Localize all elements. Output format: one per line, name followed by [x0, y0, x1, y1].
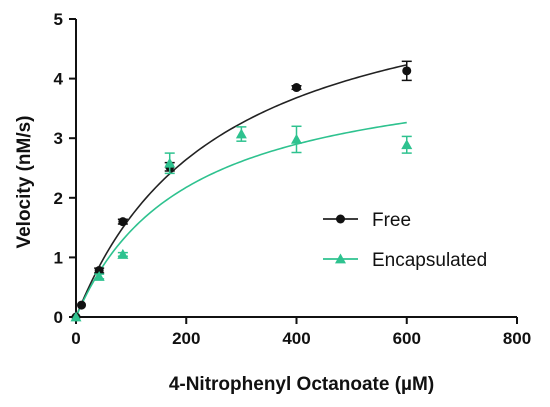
y-axis-title: Velocity (nM/s)	[14, 115, 35, 248]
x-tick-label: 800	[503, 329, 531, 348]
x-tick-label: 0	[71, 329, 80, 348]
x-tick-label: 400	[282, 329, 310, 348]
data-point-encapsulated	[235, 128, 247, 139]
y-tick-label: 3	[54, 129, 63, 148]
data-point-encapsulated	[70, 311, 82, 322]
legend-label-encapsulated: Encapsulated	[372, 250, 487, 271]
data-point-free	[77, 300, 87, 310]
legend: Free Encapsulated	[323, 210, 487, 271]
x-tick-label: 200	[172, 329, 200, 348]
y-tick-label: 5	[54, 10, 63, 29]
data-point-free	[402, 66, 412, 76]
data-points	[70, 60, 413, 322]
data-point-encapsulated	[401, 139, 413, 150]
y-tick-label: 2	[54, 189, 63, 208]
axes: 0 200 400 600 800 0 1 2 3 4 5	[54, 10, 532, 348]
data-point-encapsulated	[93, 270, 105, 281]
fit-curve-free	[75, 64, 407, 318]
y-tick-label: 0	[54, 308, 63, 327]
legend-label-free: Free	[372, 210, 411, 231]
fit-curves	[75, 64, 407, 318]
x-tick-label: 600	[393, 329, 421, 348]
legend-marker-free	[336, 214, 345, 224]
data-point-free	[118, 217, 128, 227]
data-point-encapsulated	[291, 133, 302, 144]
x-axis-title: 4-Nitrophenyl Octanoate (µM)	[169, 374, 434, 395]
data-point-free	[94, 266, 104, 276]
data-point-encapsulated	[164, 157, 176, 168]
data-point-encapsulated	[117, 248, 129, 259]
data-point-free	[292, 83, 301, 93]
y-tick-label: 1	[54, 248, 63, 267]
y-tick-label: 4	[54, 70, 64, 89]
fit-curve-encapsulated	[75, 121, 407, 318]
legend-marker-encapsulated	[335, 253, 346, 264]
